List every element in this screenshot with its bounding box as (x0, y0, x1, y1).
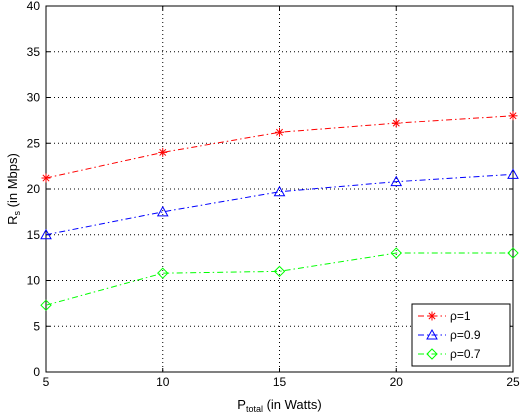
data-point (390, 247, 402, 259)
legend-entry: ρ=0.9 (418, 328, 481, 342)
x-tick-label: 25 (506, 375, 520, 389)
series-1 (40, 168, 519, 240)
data-point (275, 127, 284, 137)
legend: ρ=1 ρ=0.9 ρ=0.7 (411, 303, 511, 367)
series-0 (41, 111, 518, 183)
legend-marker (427, 311, 437, 321)
grid (46, 6, 513, 372)
legend-label: ρ=0.9 (450, 328, 481, 342)
y-tick-label: 35 (27, 45, 41, 59)
legend-label: ρ=0.7 (450, 347, 481, 361)
series-2 (40, 247, 519, 311)
y-tick-label: 40 (27, 0, 41, 13)
legend-entry: ρ=0.7 (418, 347, 481, 361)
y-tick-label: 15 (27, 228, 41, 242)
x-tick-label: 20 (390, 375, 404, 389)
legend-label: ρ=1 (450, 309, 471, 323)
data-point (273, 185, 286, 197)
y-tick-label: 25 (27, 136, 41, 150)
data-point (273, 265, 286, 278)
x-tick-label: 10 (156, 375, 170, 389)
data-point (508, 111, 518, 121)
x-tick-label: 15 (273, 375, 287, 389)
data-point (156, 205, 169, 217)
series-line (45, 115, 514, 179)
legend-marker (426, 328, 438, 340)
data-point (390, 175, 403, 187)
y-tick-label: 10 (27, 274, 41, 288)
series-line (45, 252, 513, 306)
data-point (507, 247, 519, 259)
data-point (40, 228, 52, 240)
x-axis-label: Ptotal (in Watts) (237, 397, 321, 414)
data-point (41, 173, 51, 183)
legend-entry: ρ=1 (418, 309, 471, 323)
y-tick-label: 20 (27, 182, 41, 196)
y-axis-label: Rs (in Mbps) (5, 153, 22, 225)
data-point (391, 118, 401, 128)
data-point (507, 168, 519, 179)
x-tick-label: 5 (43, 375, 50, 389)
legend-marker (426, 348, 438, 360)
y-tick-label: 30 (27, 91, 41, 105)
series-line (45, 173, 514, 236)
data-point (158, 147, 168, 157)
data-point (40, 299, 52, 311)
y-tick-label: 5 (33, 319, 40, 333)
series-layer (40, 111, 519, 311)
data-point (157, 267, 169, 279)
y-tick-label: 0 (33, 365, 40, 379)
